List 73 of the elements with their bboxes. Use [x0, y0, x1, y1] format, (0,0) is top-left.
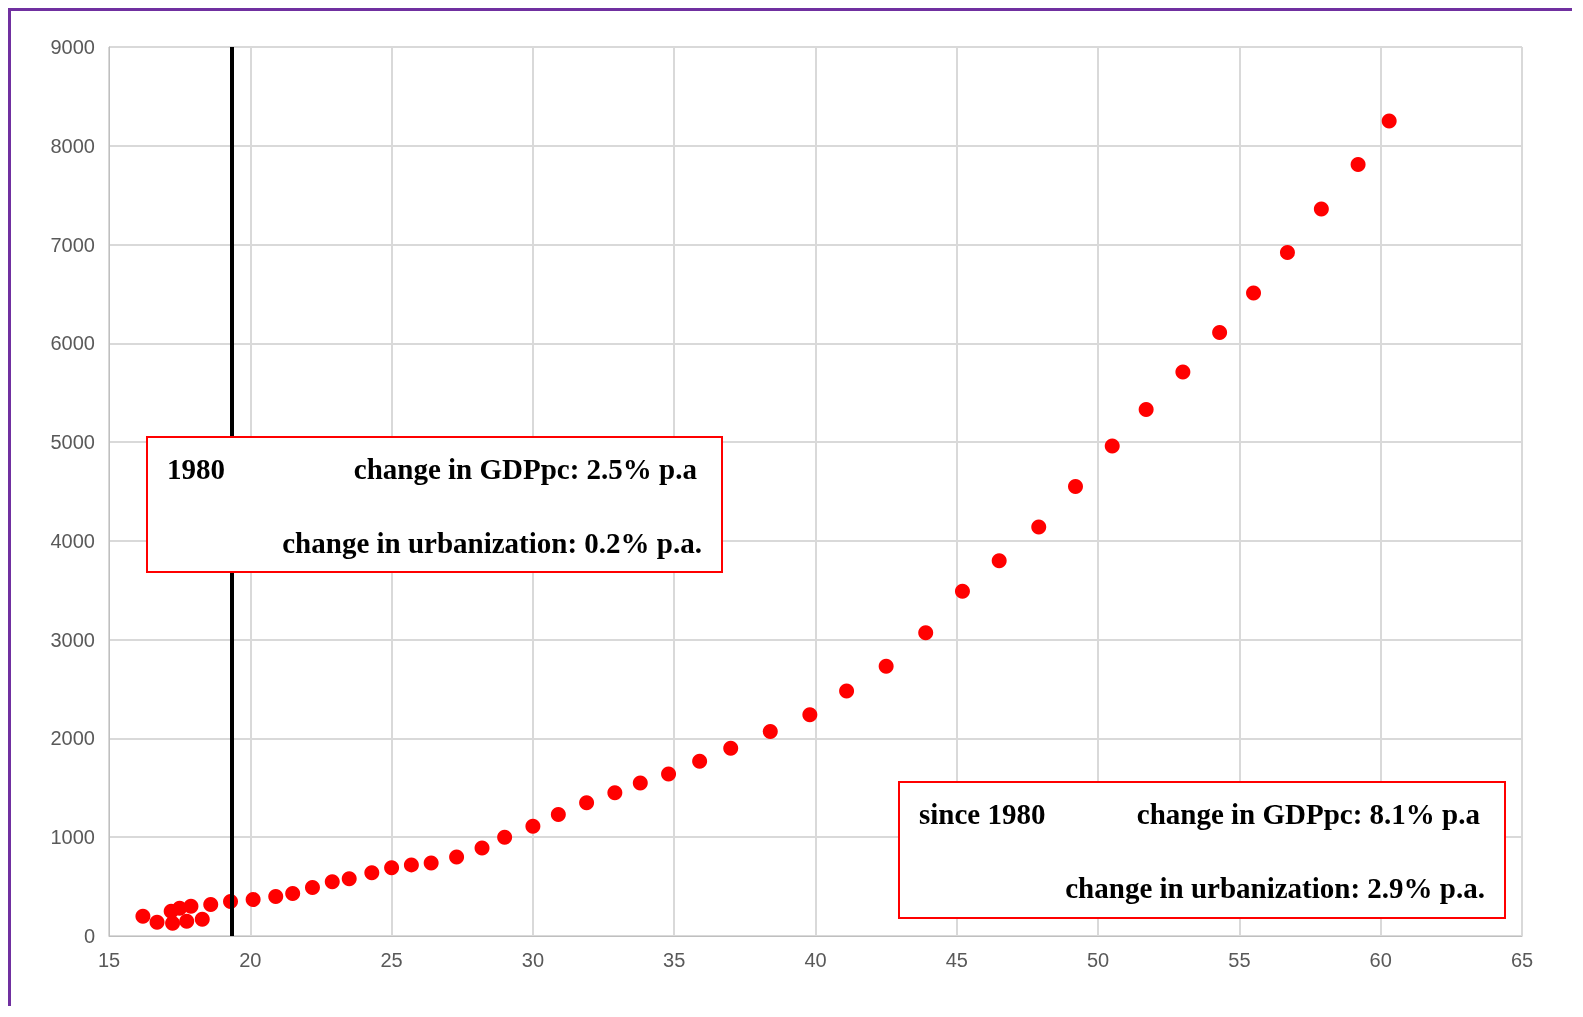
point [268, 888, 284, 904]
point [1246, 285, 1262, 301]
point [341, 871, 357, 887]
annotation: since 1980 [919, 798, 1046, 830]
annotation: change in urbanization: 0.2% p.a. [282, 527, 702, 559]
point [1313, 201, 1329, 217]
point [632, 775, 648, 791]
point [194, 911, 210, 927]
y-tick-label: 2000 [50, 727, 95, 750]
point [607, 785, 623, 801]
x-tick-label: 60 [1369, 949, 1392, 971]
x-tick-label: 35 [663, 949, 686, 971]
point [802, 707, 818, 723]
point [1068, 479, 1083, 495]
x-tick-label: 15 [97, 949, 121, 971]
point [423, 855, 439, 871]
annotation: 1980 [167, 453, 225, 485]
y-tick-label: 7000 [50, 233, 95, 256]
x-tick-label: 40 [804, 949, 827, 971]
point [183, 898, 199, 914]
annotation: change in GDPpc: 2.5% p.a [353, 453, 698, 485]
point [661, 766, 677, 782]
y-tick-label: 6000 [50, 332, 95, 355]
point [304, 880, 320, 896]
x-tick-label: 25 [380, 949, 403, 971]
point [954, 583, 970, 599]
x-tick-label: 45 [945, 949, 968, 971]
point [364, 865, 380, 881]
point [135, 908, 151, 924]
point [403, 857, 419, 873]
y-tick-label: 3000 [50, 628, 95, 651]
point [991, 553, 1007, 569]
point [179, 913, 195, 929]
x-tick-label: 30 [521, 949, 545, 971]
point [285, 886, 301, 902]
point [1175, 364, 1191, 380]
point [579, 795, 595, 811]
point [550, 807, 566, 822]
point [165, 915, 181, 931]
point [203, 896, 219, 912]
annotation: change in GDPpc: 8.1% p.a [1136, 798, 1481, 830]
point [384, 860, 400, 876]
x-tick-label: 50 [1086, 949, 1110, 971]
y-tick-label: 4000 [50, 529, 95, 552]
point [1279, 244, 1295, 260]
y-tick-label: 5000 [50, 431, 95, 454]
point [839, 683, 855, 699]
point [525, 818, 541, 834]
point [149, 914, 165, 930]
point [1138, 402, 1154, 418]
point [474, 840, 490, 856]
point [245, 891, 261, 907]
point [449, 849, 465, 865]
point [918, 625, 934, 641]
point [1104, 438, 1120, 454]
point [1212, 324, 1228, 340]
point [1350, 157, 1366, 173]
annotation: change in urbanization: 2.9% p.a. [1065, 872, 1485, 904]
y-tick-label: 8000 [50, 134, 95, 157]
y-tick-label: 0 [83, 925, 95, 947]
y-tick-label: 1000 [50, 826, 95, 849]
x-tick-label: 55 [1228, 949, 1251, 971]
point [1031, 519, 1047, 535]
point [1381, 113, 1397, 129]
x-tick-label: 65 [1510, 949, 1534, 971]
point [497, 829, 513, 845]
y-tick-label: 9000 [50, 36, 95, 58]
point [692, 753, 708, 769]
point [324, 874, 340, 890]
x-tick-label: 20 [239, 949, 262, 971]
point [723, 740, 739, 756]
point [762, 724, 778, 740]
point [878, 658, 894, 674]
